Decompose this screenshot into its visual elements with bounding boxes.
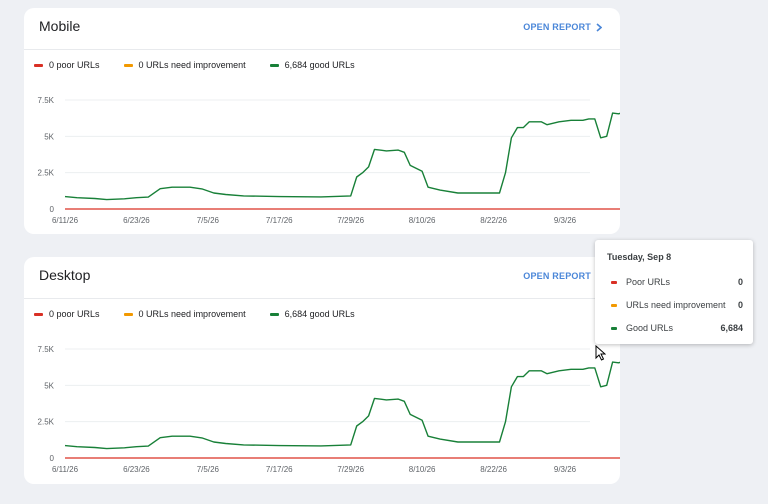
x-tick-label: 7/17/26 [266,216,293,225]
mobile-card: Mobile OPEN REPORT 0 poor URLs 0 URLs ne… [24,8,620,234]
x-tick-label: 6/11/26 [52,465,79,474]
legend-label: 0 URLs need improvement [138,60,246,70]
legend-label: 0 poor URLs [49,309,100,319]
x-tick-label: 8/10/26 [409,465,436,474]
card-title: Desktop [39,267,91,283]
x-tick-label: 9/3/26 [554,465,577,474]
card-title: Mobile [39,18,81,34]
tooltip-row-poor: Poor URLs 0 [611,275,743,289]
tooltip-swatch-poor [611,280,617,284]
legend-item-good[interactable]: 6,684 good URLs [269,60,355,70]
desktop-chart[interactable]: 7.5K 5K 2.5K 0 6/11/26 6/23/26 7/5/26 7/17/26 7/… [24,329,620,479]
x-tick-label: 9/3/26 [554,216,577,225]
legend-swatch-good [269,63,279,67]
card-divider [24,49,620,50]
series-line-good [64,361,620,450]
chart-tooltip: Tuesday, Sep 8 Poor URLs 0 URLs need imp… [595,240,753,344]
legend-item-poor[interactable]: 0 poor URLs [34,309,100,319]
y-tick-label: 0 [50,205,55,214]
tooltip-swatch-good [611,326,617,330]
legend-item-poor[interactable]: 0 poor URLs [34,60,100,70]
legend-swatch-good [269,312,279,316]
x-tick-label: 8/10/26 [409,216,436,225]
x-tick-label: 7/29/26 [337,216,364,225]
legend-swatch-needs-improvement [123,63,133,67]
tooltip-value: 0 [737,300,743,310]
open-report-button[interactable]: OPEN REPORT [523,271,591,281]
legend-label: 0 poor URLs [49,60,100,70]
legend-label: 0 URLs need improvement [138,309,246,319]
legend-swatch-poor [34,312,43,316]
series-line-good [64,112,620,201]
y-tick-label: 7.5K [38,345,55,354]
y-tick-label: 5K [44,132,54,141]
tooltip-row-good: Good URLs 6,684 [611,321,743,335]
chart-legend: 0 poor URLs 0 URLs need improvement 6,68… [34,309,379,319]
chevron-right-icon [596,22,602,32]
x-tick-label: 8/22/26 [480,216,507,225]
open-report-label: OPEN REPORT [523,22,591,32]
open-report-button[interactable]: OPEN REPORT [523,22,602,32]
open-report-label: OPEN REPORT [523,271,591,281]
tooltip-value: 0 [737,277,743,287]
desktop-card: Desktop OPEN REPORT 0 poor URLs 0 URLs n… [24,257,620,484]
y-tick-label: 7.5K [38,96,55,105]
tooltip-date: Tuesday, Sep 8 [607,252,672,262]
legend-swatch-needs-improvement [123,312,133,316]
legend-swatch-poor [34,63,43,67]
x-tick-label: 6/23/26 [123,216,150,225]
card-divider [24,298,620,299]
tooltip-label: URLs need improvement [626,300,726,310]
mobile-chart[interactable]: 7.5K 5K 2.5K 0 6/11/26 6/23/26 7/5/26 7/17/26 7/… [24,80,620,230]
legend-item-needs-improvement[interactable]: 0 URLs need improvement [123,60,246,70]
y-tick-label: 0 [50,454,55,463]
x-tick-label: 7/5/26 [197,465,220,474]
x-tick-label: 7/29/26 [337,465,364,474]
tooltip-row-needs-improvement: URLs need improvement 0 [611,298,743,312]
legend-item-needs-improvement[interactable]: 0 URLs need improvement [123,309,246,319]
x-tick-label: 6/11/26 [52,216,79,225]
tooltip-swatch-needs-improvement [611,303,617,307]
legend-label: 6,684 good URLs [284,309,355,319]
tooltip-label: Poor URLs [626,277,671,287]
tooltip-value: 6,684 [720,323,743,333]
legend-label: 6,684 good URLs [284,60,355,70]
x-tick-label: 8/22/26 [480,465,507,474]
y-tick-label: 2.5K [38,418,55,427]
tooltip-label: Good URLs [626,323,674,333]
x-tick-label: 6/23/26 [123,465,150,474]
mouse-cursor-icon [595,345,606,361]
x-tick-label: 7/5/26 [197,216,220,225]
x-tick-label: 7/17/26 [266,465,293,474]
legend-item-good[interactable]: 6,684 good URLs [269,309,355,319]
chart-legend: 0 poor URLs 0 URLs need improvement 6,68… [34,60,379,70]
y-tick-label: 2.5K [38,169,55,178]
y-tick-label: 5K [44,381,54,390]
